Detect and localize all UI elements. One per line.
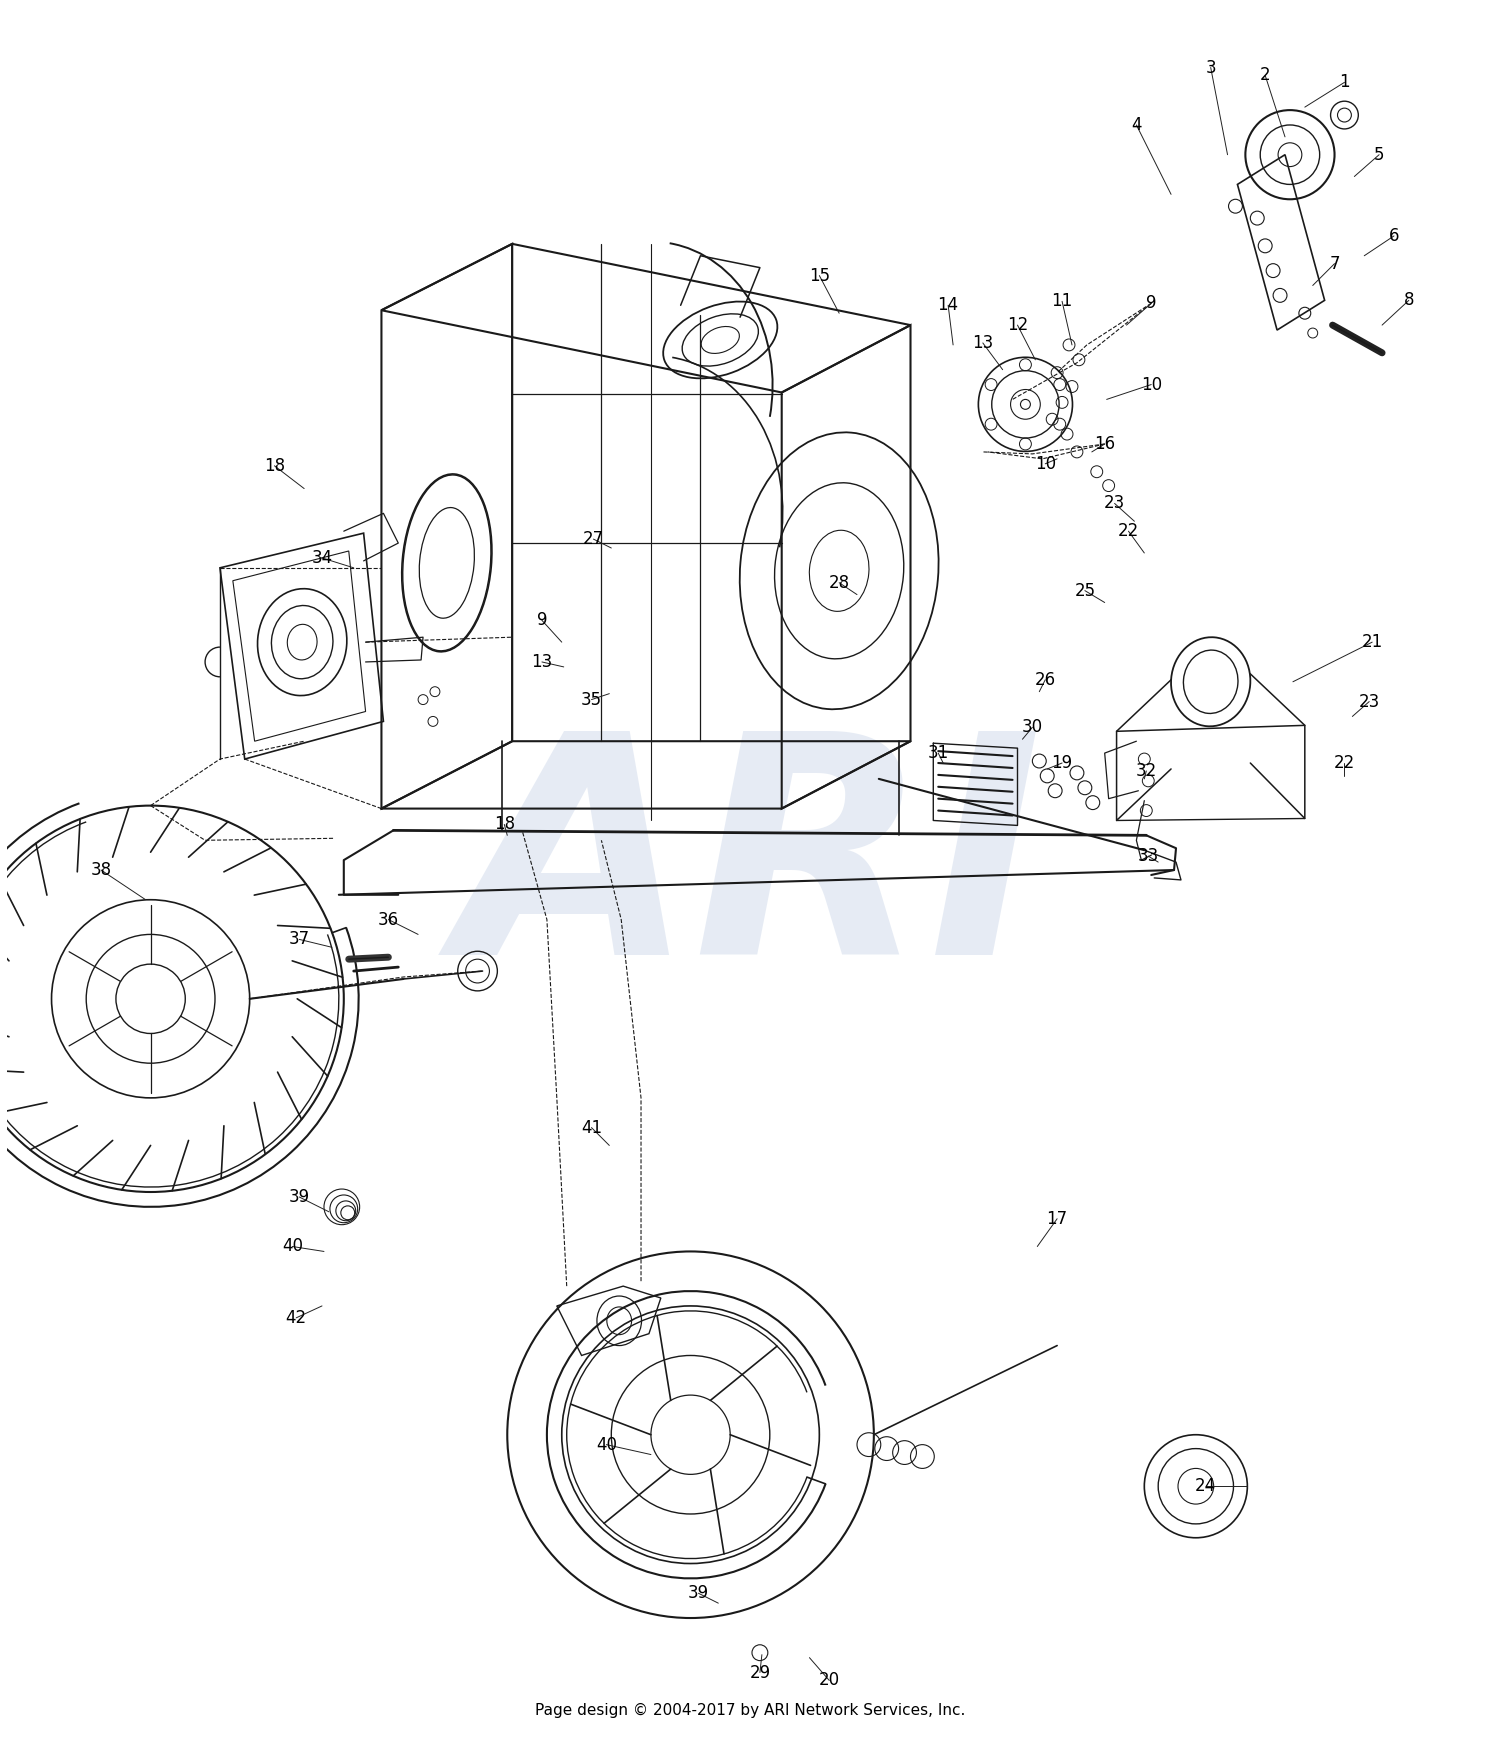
Text: 39: 39 <box>288 1188 310 1205</box>
Text: 40: 40 <box>596 1435 616 1453</box>
Text: 38: 38 <box>90 861 111 880</box>
Text: 31: 31 <box>927 744 950 761</box>
Text: 33: 33 <box>1137 847 1160 866</box>
Text: 18: 18 <box>264 456 285 476</box>
Text: 9: 9 <box>1146 294 1156 312</box>
Text: 10: 10 <box>1140 376 1162 394</box>
Text: 37: 37 <box>288 930 310 948</box>
Text: 6: 6 <box>1389 226 1400 246</box>
Text: 26: 26 <box>1035 671 1056 688</box>
Text: 22: 22 <box>1118 523 1138 540</box>
Text: 20: 20 <box>819 1671 840 1690</box>
Text: Page design © 2004-2017 by ARI Network Services, Inc.: Page design © 2004-2017 by ARI Network S… <box>536 1702 964 1718</box>
Text: 39: 39 <box>688 1583 709 1603</box>
Text: 29: 29 <box>750 1664 771 1681</box>
Text: 21: 21 <box>1362 632 1383 652</box>
Text: 9: 9 <box>537 611 548 629</box>
Text: 23: 23 <box>1104 495 1125 512</box>
Text: 16: 16 <box>1094 436 1114 453</box>
Text: 2: 2 <box>1260 66 1270 84</box>
Text: 4: 4 <box>1131 117 1142 134</box>
Text: 18: 18 <box>494 815 514 833</box>
Text: 19: 19 <box>1052 754 1072 772</box>
Text: 40: 40 <box>282 1237 303 1256</box>
Text: 12: 12 <box>1007 315 1028 334</box>
Text: 8: 8 <box>1404 291 1414 310</box>
Text: 30: 30 <box>1022 718 1042 737</box>
Text: 5: 5 <box>1374 146 1384 164</box>
Text: 41: 41 <box>580 1118 602 1136</box>
Text: 11: 11 <box>1052 293 1072 310</box>
Text: 13: 13 <box>531 653 552 671</box>
Text: 25: 25 <box>1074 582 1095 599</box>
Text: 28: 28 <box>828 573 849 592</box>
Text: 27: 27 <box>584 530 604 549</box>
Text: 14: 14 <box>938 296 958 314</box>
Text: 7: 7 <box>1329 254 1340 273</box>
Text: 13: 13 <box>972 334 993 352</box>
Text: 42: 42 <box>285 1308 308 1327</box>
Text: 15: 15 <box>808 267 830 284</box>
Text: ARI: ARI <box>458 721 1042 1019</box>
Text: 24: 24 <box>1196 1477 1216 1495</box>
Text: 1: 1 <box>1340 73 1350 91</box>
Text: 22: 22 <box>1334 754 1354 772</box>
Text: 34: 34 <box>312 549 333 566</box>
Text: 36: 36 <box>378 911 399 928</box>
Text: 17: 17 <box>1047 1209 1068 1228</box>
Text: 23: 23 <box>1359 693 1380 711</box>
Text: 32: 32 <box>1136 761 1156 780</box>
Text: 35: 35 <box>580 690 602 709</box>
Text: 3: 3 <box>1206 59 1216 77</box>
Text: 10: 10 <box>1035 455 1056 472</box>
